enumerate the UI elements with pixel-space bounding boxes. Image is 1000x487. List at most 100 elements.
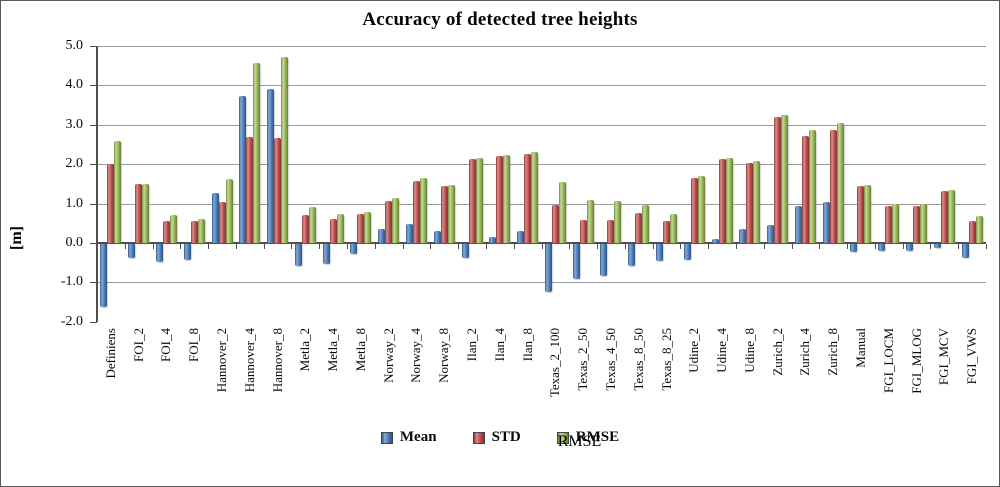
x-tick-mark <box>792 244 793 249</box>
bar-rmse-Hannover_8 <box>281 57 288 243</box>
category-label-Norway_8: Norway_8 <box>436 328 451 383</box>
y-tick-mark <box>90 322 97 323</box>
category-label-Zurich_2: Zurich_2 <box>770 328 785 376</box>
bar-std-FGI_LOCM <box>885 206 892 243</box>
bar-mean-Norway_8 <box>434 231 441 243</box>
legend-swatch-rmse: RMSE <box>556 431 602 450</box>
bar-mean-Norway_4 <box>406 224 413 243</box>
bar-rmse-Hannover_2 <box>226 179 233 243</box>
x-tick-mark <box>708 244 709 249</box>
bar-rmse-Metla_4 <box>337 214 344 243</box>
bar-rmse-Texas_2_100 <box>559 182 566 243</box>
bar-rmse-Ilan_8 <box>531 152 538 243</box>
bar-mean-Udine_4 <box>712 239 719 243</box>
bar-rmse-Zurich_2 <box>781 115 788 243</box>
bar-rmse-FOI_2 <box>142 184 149 243</box>
y-tick-label: -1.0 <box>60 274 83 289</box>
category-label-Hannover_2: Hannover_2 <box>214 328 229 393</box>
bar-rmse-FGI_LOCM <box>892 204 899 243</box>
y-tick-mark <box>90 164 97 165</box>
gridline-2.0 <box>97 164 986 165</box>
category-label-Hannover_4: Hannover_4 <box>242 328 257 393</box>
bar-std-Hannover_8 <box>274 138 281 243</box>
category-label-FGI_MLOG: FGI_MLOG <box>909 328 924 394</box>
category-label-Norway_2: Norway_2 <box>381 328 396 383</box>
bar-mean-Zurich_4 <box>795 206 802 243</box>
bar-mean-FGI_LOCM <box>878 244 885 251</box>
chart-legend: Mean STD RMSE RMSE <box>1 429 999 450</box>
bar-rmse-Definiens <box>114 141 121 243</box>
y-tick-label: 5.0 <box>65 38 84 53</box>
bar-std-Udine_8 <box>746 163 753 243</box>
bar-rmse-FGI_MLOG <box>920 204 927 243</box>
y-tick-label: 4.0 <box>65 77 84 92</box>
bar-std-FOI_2 <box>135 184 142 243</box>
x-tick-mark <box>569 244 570 249</box>
category-label-Metla_2: Metla_2 <box>297 328 312 372</box>
bar-mean-Zurich_8 <box>823 202 830 243</box>
bar-rmse-Zurich_8 <box>837 123 844 243</box>
category-label-Texas_8_50: Texas_8_50 <box>631 328 646 391</box>
bar-std-Texas_2_50 <box>580 220 587 243</box>
bar-std-Norway_8 <box>441 186 448 243</box>
bar-rmse-FOI_8 <box>198 219 205 243</box>
bar-mean-Ilan_2 <box>462 244 469 258</box>
bar-mean-Manual <box>850 244 857 252</box>
bar-std-Metla_4 <box>330 219 337 243</box>
bar-mean-Texas_4_50 <box>600 244 607 276</box>
bar-std-Zurich_8 <box>830 130 837 243</box>
y-tick-mark <box>90 282 97 283</box>
category-label-FOI_4: FOI_4 <box>158 328 173 362</box>
bar-mean-Ilan_8 <box>517 231 524 243</box>
bar-rmse-Hannover_4 <box>253 63 260 243</box>
bar-mean-Metla_4 <box>323 244 330 264</box>
bar-std-Metla_2 <box>302 215 309 243</box>
x-tick-mark <box>597 244 598 249</box>
y-tick-mark <box>90 243 97 244</box>
category-label-Metla_4: Metla_4 <box>325 328 340 372</box>
y-tick-label: -2.0 <box>60 314 83 329</box>
category-label-Texas_8_25: Texas_8_25 <box>659 328 674 391</box>
x-tick-mark <box>347 244 348 249</box>
chart-title: Accuracy of detected tree heights <box>362 9 638 30</box>
bar-rmse-Texas_8_50 <box>642 205 649 243</box>
x-tick-mark <box>514 244 515 249</box>
y-tick-mark <box>90 85 97 86</box>
x-tick-mark <box>319 244 320 249</box>
bar-mean-Udine_8 <box>739 229 746 243</box>
x-tick-mark <box>125 244 126 249</box>
bar-mean-FGI_VWS <box>962 244 969 258</box>
x-tick-mark <box>764 244 765 249</box>
bar-mean-Definiens <box>100 244 107 307</box>
bar-std-Ilan_8 <box>524 154 531 243</box>
x-tick-mark <box>403 244 404 249</box>
category-label-FOI_8: FOI_8 <box>186 328 201 362</box>
category-label-FGI_LOCM: FGI_LOCM <box>881 328 896 394</box>
x-tick-mark <box>430 244 431 249</box>
bar-mean-Hannover_4 <box>239 96 246 243</box>
legend-item-mean: Mean <box>380 429 437 446</box>
x-tick-mark <box>625 244 626 249</box>
bar-std-Manual <box>857 186 864 243</box>
category-label-FGI_VWS: FGI_VWS <box>964 328 979 385</box>
category-label-FOI_2: FOI_2 <box>131 328 146 362</box>
category-label-Zurich_4: Zurich_4 <box>797 328 812 376</box>
legend-label-rmse: RMSE <box>575 429 620 445</box>
x-tick-mark <box>903 244 904 249</box>
bar-std-Texas_4_50 <box>607 220 614 243</box>
bar-rmse-Zurich_4 <box>809 130 816 243</box>
bar-std-FOI_8 <box>191 221 198 243</box>
bar-std-Ilan_4 <box>496 156 503 243</box>
y-tick-label: 2.0 <box>65 156 84 171</box>
bar-mean-FGI_MCV <box>934 244 941 248</box>
bar-std-FGI_MLOG <box>913 206 920 243</box>
bar-rmse-Norway_2 <box>392 198 399 243</box>
bar-rmse-Texas_8_25 <box>670 214 677 243</box>
x-tick-mark <box>97 244 98 249</box>
gridline-3.0 <box>97 125 986 126</box>
gridline-5.0 <box>97 46 986 47</box>
bar-mean-Texas_8_50 <box>628 244 635 266</box>
bar-std-Ilan_2 <box>469 159 476 243</box>
bar-rmse-Texas_2_50 <box>587 200 594 243</box>
x-tick-mark <box>375 244 376 249</box>
